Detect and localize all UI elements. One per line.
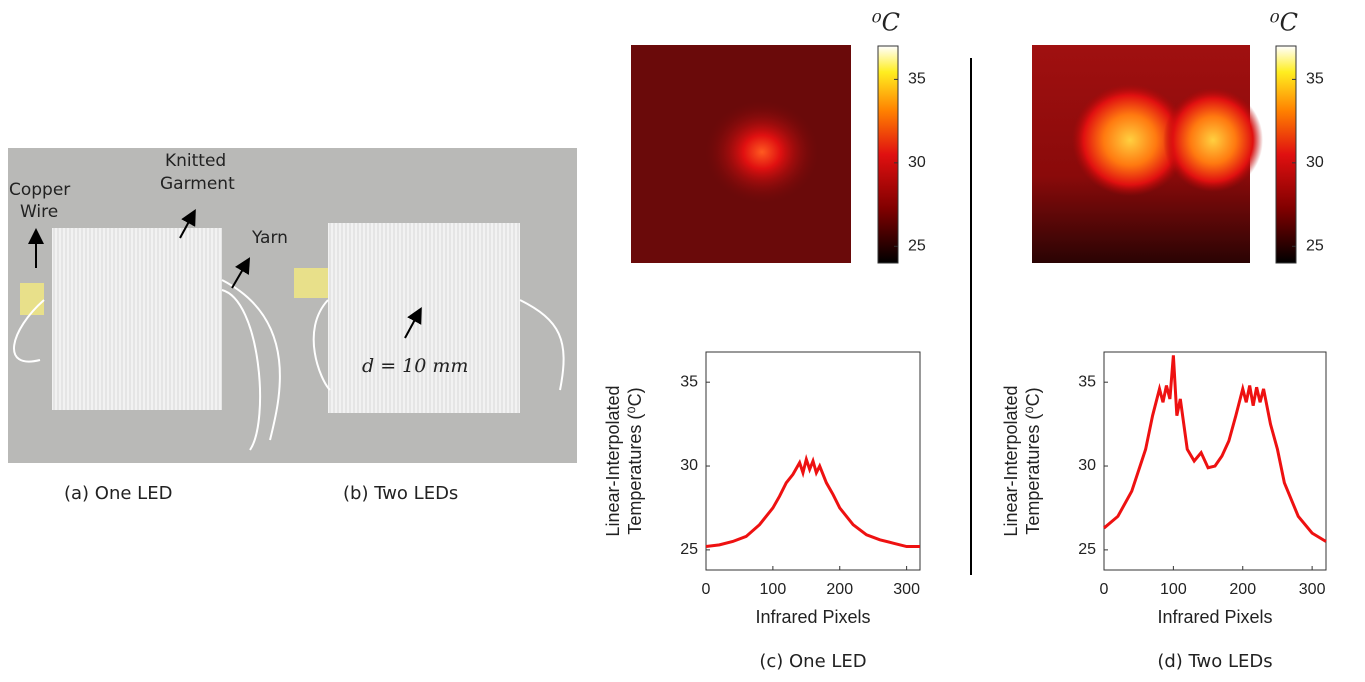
x-tick-label: 0	[702, 581, 711, 598]
annotation: Copper	[9, 180, 70, 200]
colorbar-tick-label: 30	[1306, 154, 1324, 171]
x-tick-label: 100	[1160, 581, 1187, 598]
colorbar-label: ⁰C	[871, 9, 900, 37]
colorbar-label: ⁰C	[1269, 9, 1298, 37]
x-tick-label: 100	[760, 581, 787, 598]
annotation: Yarn	[251, 228, 288, 248]
line	[705, 453, 920, 549]
colorbar-tick-label: 25	[908, 238, 926, 255]
x-tick-label: 300	[893, 581, 920, 598]
garment	[328, 223, 520, 413]
y-tick-label: 35	[680, 373, 698, 390]
caption: (c) One LED	[759, 651, 866, 672]
y-tick-label: 25	[680, 541, 698, 558]
garment	[52, 228, 222, 410]
y-tick-label: 30	[680, 457, 698, 474]
y-axis-label: Linear-Interpolated	[603, 385, 623, 536]
arrow	[231, 257, 251, 289]
heatmap	[631, 45, 851, 263]
x-tick-label: 200	[1229, 581, 1256, 598]
caption: (b) Two LEDs	[343, 483, 458, 504]
arrow	[404, 306, 422, 339]
colorbar-tick-label: 30	[908, 154, 926, 171]
tag	[20, 283, 44, 315]
y-tick-label: 30	[1078, 457, 1096, 474]
colorbar-tick-label: 35	[908, 71, 926, 88]
x-axis-label: Infrared Pixels	[1157, 607, 1272, 627]
hotspot	[700, 96, 824, 208]
plot-frame	[1103, 351, 1327, 571]
y-tick-label: 35	[1078, 373, 1096, 390]
annotation: Wire	[20, 202, 58, 222]
annotation: d = 10 mm	[362, 355, 468, 377]
heatmap	[1032, 45, 1263, 263]
line	[1103, 355, 1327, 543]
annotation: Garment	[160, 174, 235, 194]
x-tick-label: 0	[1100, 581, 1109, 598]
hotspot	[1072, 84, 1188, 196]
y-tick-label: 25	[1078, 541, 1096, 558]
y-axis-label: Linear-Interpolated	[1001, 385, 1021, 536]
caption: (d) Two LEDs	[1157, 651, 1272, 672]
colorbar-tick-label: 35	[1306, 71, 1324, 88]
x-axis-label: Infrared Pixels	[755, 607, 870, 627]
colorbar-tick-label: 25	[1306, 238, 1324, 255]
yarn-strand	[13, 279, 565, 451]
arrow	[179, 208, 196, 239]
colorbar	[877, 45, 899, 264]
tag	[294, 268, 328, 298]
y-axis-label: Temperatures (⁰C)	[1023, 387, 1043, 534]
hotspot	[1163, 88, 1263, 192]
x-tick-label: 200	[826, 581, 853, 598]
y-axis-label: Temperatures (⁰C)	[625, 387, 645, 534]
colorbar	[1275, 45, 1297, 264]
caption: (a) One LED	[64, 483, 172, 504]
x-tick-label: 300	[1299, 581, 1326, 598]
photo: Copper Wire Knitted Garment Yarn d = 10 …	[8, 148, 577, 504]
annotation: Knitted	[165, 151, 226, 171]
plot-frame	[705, 351, 921, 571]
